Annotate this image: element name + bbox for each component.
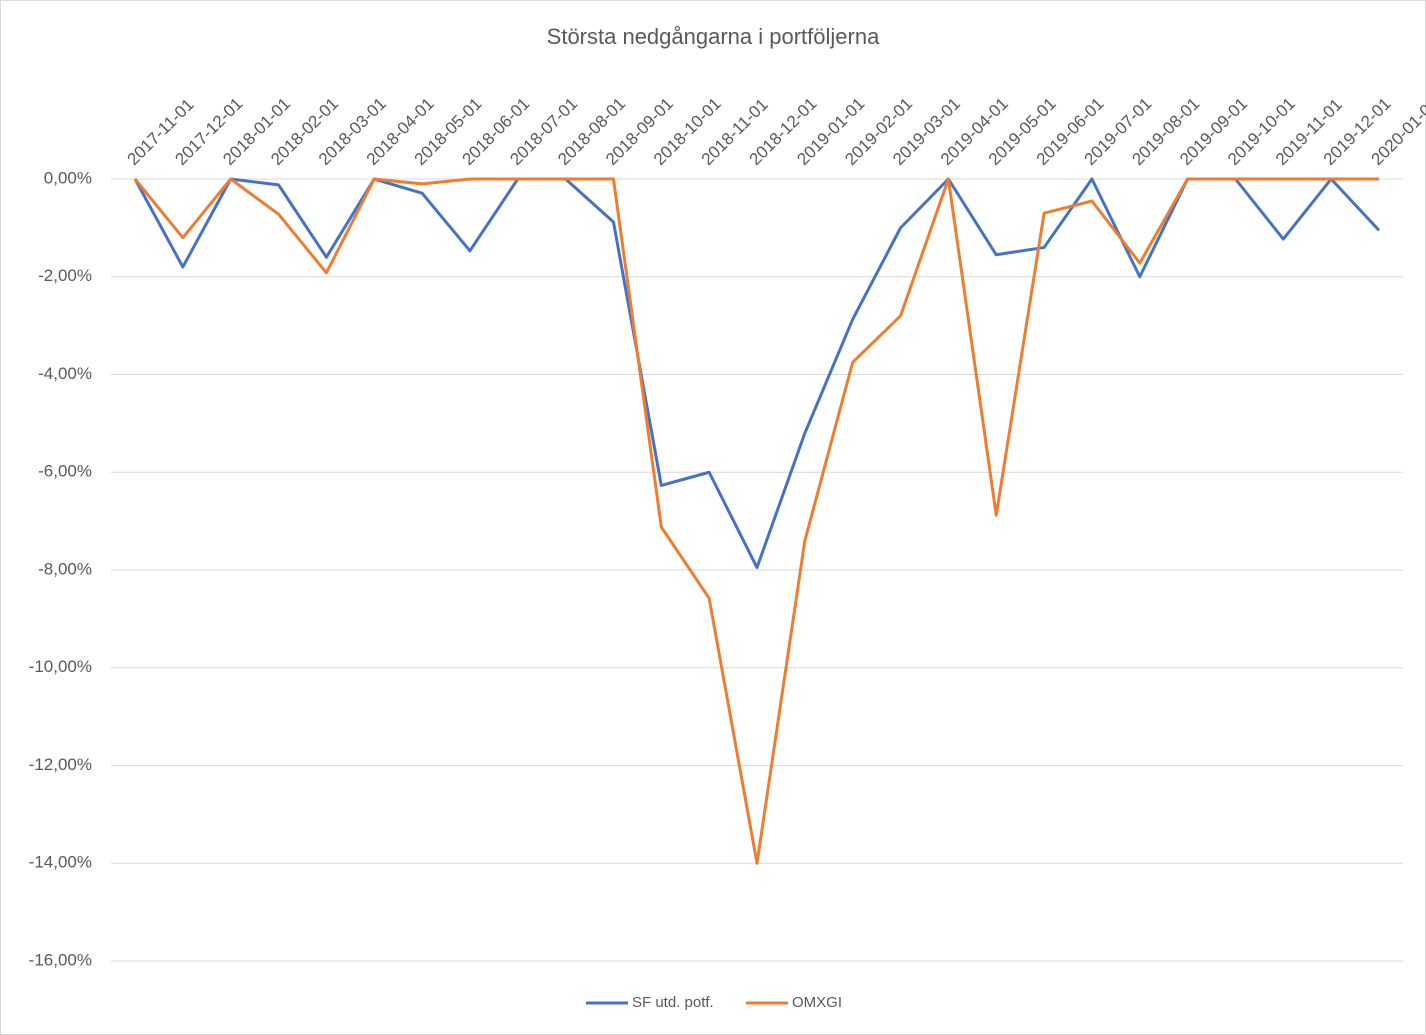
y-tick-label: -10,00% (29, 657, 92, 676)
legend-label: SF utd. potf. (632, 994, 714, 1011)
y-tick-label: -4,00% (38, 364, 92, 383)
chart-title: Största nedgångarna i portföljerna (547, 24, 880, 49)
y-tick-label: 0,00% (44, 168, 92, 187)
legend-label: OMXGI (792, 994, 842, 1011)
y-tick-label: -2,00% (38, 266, 92, 285)
y-tick-label: -6,00% (38, 462, 92, 481)
y-tick-label: -8,00% (38, 559, 92, 578)
data-line (133, 177, 1381, 570)
y-tick-label: -14,00% (29, 853, 92, 872)
y-tick-label: -12,00% (29, 755, 92, 774)
data-line (133, 177, 1379, 865)
y-tick-label: -16,00% (29, 950, 92, 969)
